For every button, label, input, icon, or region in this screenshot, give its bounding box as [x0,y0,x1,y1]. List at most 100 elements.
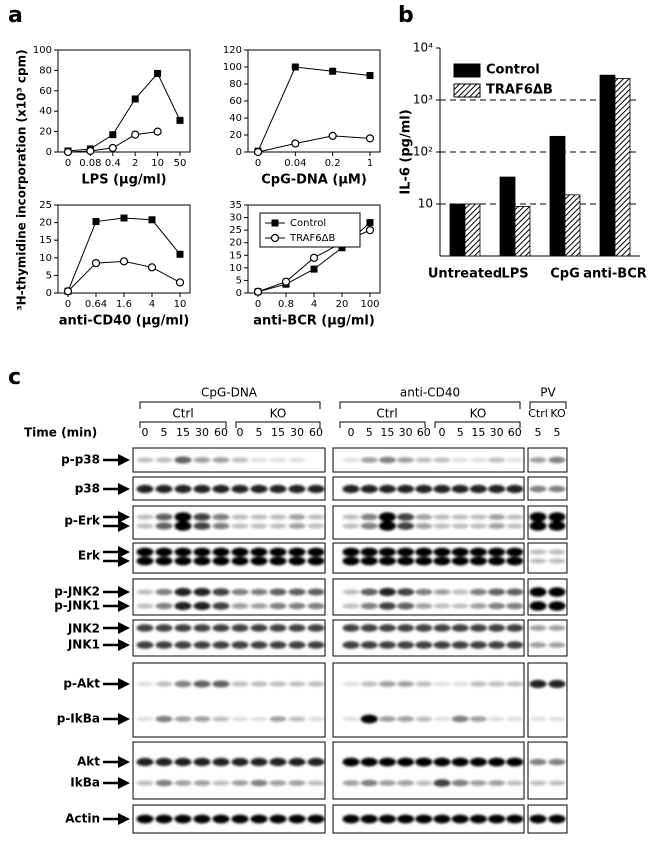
band [231,457,249,463]
x-tick-label: 1 [367,158,373,169]
band [212,780,230,786]
band [469,457,487,463]
y-tick-label: 10 [418,197,433,211]
marker [253,287,263,296]
band [469,556,487,566]
band [529,601,547,611]
band [397,814,415,824]
band [136,780,154,786]
band [342,814,360,824]
x-tick-label: 0.04 [284,158,306,169]
band [231,641,249,649]
x-axis-label: CpG-DNA (μM) [261,173,367,188]
arrow-head [118,678,130,690]
bar [449,203,466,257]
band [212,716,230,722]
band [360,814,378,824]
band [231,556,249,566]
band [193,780,211,786]
band [155,484,173,494]
lane-label: 5 [535,426,542,439]
band [488,681,506,687]
y-tick-label: 10³ [413,93,433,107]
lane-label: 15 [471,426,485,439]
band [469,547,487,557]
subgroup-label: Ctrl [172,407,193,421]
arrow-head [118,600,130,612]
band [307,556,325,566]
band [212,457,230,463]
y-tick-label: 0 [236,288,242,299]
row-label: Erk [78,549,101,563]
band [488,602,506,610]
band [397,588,415,596]
band [155,814,173,824]
band [250,757,268,767]
band [288,757,306,767]
band [360,522,378,530]
y-tick-label: 40 [39,106,52,117]
band [451,715,469,723]
band [415,716,433,722]
band [269,641,287,649]
band [155,588,173,596]
band [342,556,360,566]
band [529,780,547,786]
x-axis-label: anti-CD40 (μg/ml) [59,314,190,329]
band [155,513,173,521]
band [136,814,154,824]
subgroup-label: Ctrl [376,407,397,421]
band [469,523,487,529]
marker [176,116,184,124]
band [269,757,287,767]
band [250,603,268,609]
band [193,587,211,597]
band [469,814,487,824]
blot-frame [527,542,568,574]
band [231,814,249,824]
band [506,681,524,687]
arrow-head [118,483,130,495]
band [469,641,487,649]
subgroup-label: Ctrl [528,407,548,420]
bar [599,74,616,257]
band [193,513,211,521]
series-line [67,260,181,292]
y-tick-label: 30 [229,213,242,224]
band [231,757,249,767]
band [250,457,268,463]
blot-frame [132,505,326,540]
x-tick-label: LPS [501,267,528,282]
arrow-head [118,555,130,567]
band [307,484,325,494]
band [433,547,451,557]
y-tick-label: 10 [39,253,52,264]
band [288,523,306,529]
band [378,521,396,531]
band [193,522,211,530]
y-tick-label: 20 [229,130,242,141]
blot-bands [136,456,566,824]
band [529,558,547,564]
band [378,484,396,494]
band [488,814,506,824]
row-label: p-Erk [64,514,101,528]
band [307,523,325,529]
band [193,814,211,824]
bar [614,78,631,257]
band [548,521,566,531]
band [136,624,154,632]
band [397,556,415,566]
band [231,780,249,786]
lane-label: 15 [380,426,394,439]
band [360,513,378,521]
band [469,716,487,722]
lane-label: 0 [439,426,446,439]
band [469,514,487,520]
arrow-head [118,622,130,634]
band [397,522,415,530]
band [415,523,433,529]
band [529,457,547,463]
series-line [67,217,181,292]
band [506,780,524,786]
